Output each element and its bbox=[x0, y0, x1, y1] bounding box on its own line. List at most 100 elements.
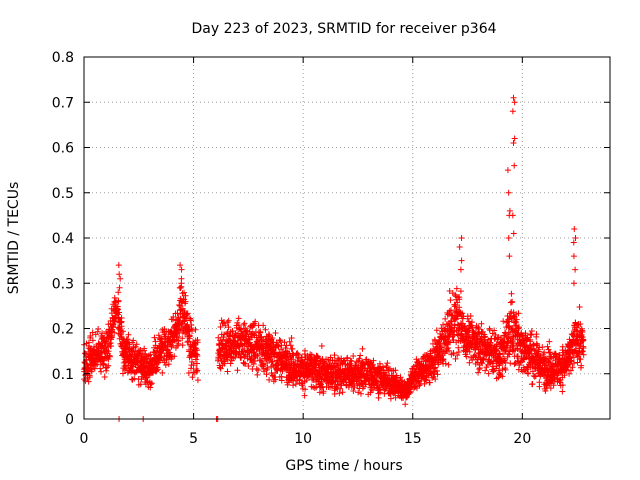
y-tick-label: 0.6 bbox=[52, 141, 74, 157]
data-point bbox=[252, 318, 259, 325]
data-point bbox=[235, 330, 242, 337]
data-point bbox=[119, 328, 126, 335]
data-point bbox=[137, 346, 144, 353]
data-point bbox=[422, 376, 429, 383]
data-point bbox=[103, 367, 110, 374]
data-point bbox=[108, 334, 115, 341]
data-point bbox=[318, 342, 325, 349]
data-point bbox=[190, 362, 197, 369]
data-point bbox=[175, 326, 182, 333]
data-point bbox=[402, 401, 409, 408]
data-point bbox=[334, 381, 341, 388]
data-point bbox=[85, 378, 92, 385]
data-point bbox=[382, 371, 389, 378]
data-point bbox=[252, 358, 259, 365]
grid bbox=[84, 57, 610, 419]
data-point bbox=[357, 390, 364, 397]
data-point bbox=[262, 326, 269, 333]
data-point bbox=[318, 384, 325, 391]
data-point bbox=[225, 324, 232, 331]
data-point bbox=[266, 332, 273, 339]
data-point bbox=[100, 362, 107, 369]
data-point bbox=[221, 358, 228, 365]
data-point bbox=[105, 362, 112, 369]
data-point bbox=[253, 365, 260, 372]
data-point bbox=[89, 329, 96, 336]
data-point bbox=[89, 337, 96, 344]
data-point bbox=[168, 343, 175, 350]
data-point bbox=[192, 356, 199, 363]
data-point bbox=[284, 381, 291, 388]
data-point bbox=[246, 339, 253, 346]
data-point bbox=[344, 354, 351, 361]
y-tick-label: 0.3 bbox=[52, 276, 74, 292]
data-point bbox=[387, 395, 394, 402]
data-point bbox=[295, 351, 302, 358]
data-point bbox=[181, 289, 188, 296]
data-point bbox=[148, 380, 155, 387]
data-point bbox=[165, 361, 172, 368]
data-point bbox=[132, 343, 139, 350]
data-point bbox=[241, 345, 248, 352]
data-point bbox=[125, 331, 132, 338]
data-point bbox=[255, 367, 262, 374]
x-axis-label: GPS time / hours bbox=[285, 458, 402, 474]
data-point bbox=[277, 337, 284, 344]
data-point bbox=[217, 324, 224, 331]
y-tick-label: 0 bbox=[65, 412, 74, 428]
data-point bbox=[286, 338, 293, 345]
data-point bbox=[133, 341, 140, 348]
data-point bbox=[266, 376, 273, 383]
data-point bbox=[272, 329, 279, 336]
data-point bbox=[350, 387, 357, 394]
data-point bbox=[189, 328, 196, 335]
data-point bbox=[227, 360, 234, 367]
data-point bbox=[194, 360, 201, 367]
data-point bbox=[182, 292, 189, 299]
data-point bbox=[357, 352, 364, 359]
y-tick-labels: 0 0.1 0.2 0.3 0.4 0.5 0.6 0.7 0.8 bbox=[52, 50, 74, 428]
data-point bbox=[182, 330, 189, 337]
data-point bbox=[124, 336, 131, 343]
data-point bbox=[238, 354, 245, 361]
data-point bbox=[326, 361, 333, 368]
data-point bbox=[320, 388, 327, 395]
data-point bbox=[222, 322, 229, 329]
data-point bbox=[162, 362, 169, 368]
data-point bbox=[347, 360, 354, 367]
data-point bbox=[340, 357, 347, 364]
data-point bbox=[442, 315, 449, 322]
data-point bbox=[331, 352, 338, 359]
data-point bbox=[339, 389, 346, 396]
data-point bbox=[224, 356, 231, 363]
data-point bbox=[272, 376, 279, 383]
data-point bbox=[155, 366, 162, 373]
data-point bbox=[175, 340, 182, 347]
data-point bbox=[95, 326, 102, 333]
data-point bbox=[356, 355, 363, 362]
data-point bbox=[334, 357, 341, 364]
data-point bbox=[330, 364, 337, 371]
data-point bbox=[384, 360, 391, 367]
data-point bbox=[337, 385, 344, 392]
data-point bbox=[220, 336, 227, 343]
data-point bbox=[86, 342, 93, 349]
data-point bbox=[243, 327, 250, 334]
data-point bbox=[350, 352, 357, 359]
data-point bbox=[194, 352, 201, 359]
data-point bbox=[159, 369, 166, 376]
data-point bbox=[370, 357, 377, 364]
x-tick-label: 0 bbox=[80, 431, 89, 447]
data-point bbox=[432, 376, 439, 383]
y-tick-label: 0.4 bbox=[52, 231, 74, 247]
data-point bbox=[261, 368, 268, 375]
x-tick-label: 20 bbox=[513, 431, 531, 447]
data-point bbox=[186, 332, 193, 339]
data-point bbox=[147, 384, 154, 391]
data-point bbox=[240, 321, 247, 328]
data-point bbox=[192, 326, 199, 333]
data-point bbox=[101, 373, 108, 380]
data-point bbox=[392, 367, 399, 374]
x-tick-label: 15 bbox=[404, 431, 422, 447]
data-point bbox=[106, 353, 113, 360]
